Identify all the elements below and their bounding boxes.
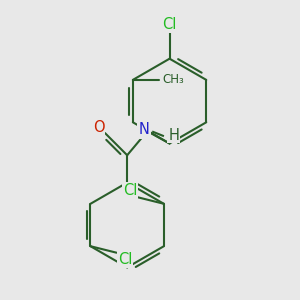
Text: Cl: Cl bbox=[162, 17, 177, 32]
Text: N: N bbox=[139, 122, 149, 137]
Text: CH₃: CH₃ bbox=[162, 74, 184, 86]
Text: Cl: Cl bbox=[118, 252, 132, 267]
Text: Cl: Cl bbox=[123, 183, 137, 198]
Text: H: H bbox=[168, 128, 179, 142]
Text: O: O bbox=[93, 120, 104, 135]
